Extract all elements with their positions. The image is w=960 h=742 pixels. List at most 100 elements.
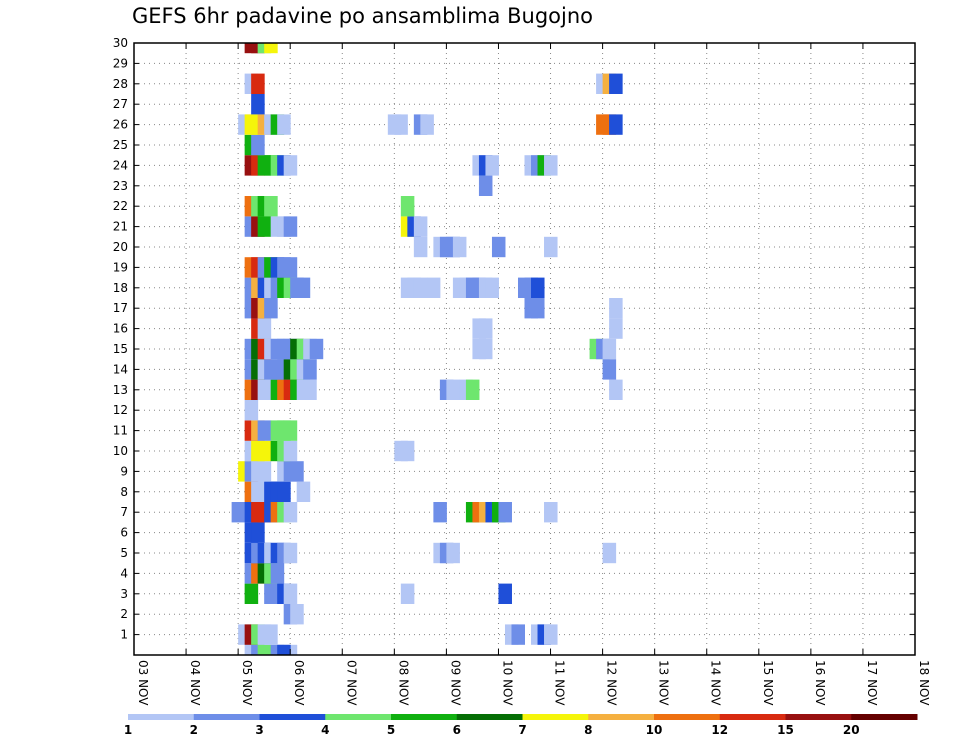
- y-tick-label: 15: [113, 342, 128, 356]
- heatmap-cell: [446, 379, 460, 400]
- heatmap-cell: [251, 522, 265, 543]
- x-tick-label: 16 NOV: [813, 660, 827, 706]
- heatmap-cell: [491, 236, 506, 258]
- heatmap-cell: [602, 542, 617, 564]
- heatmap-cell: [283, 502, 298, 523]
- heatmap-cell: [498, 502, 512, 523]
- heatmap-cell: [609, 114, 623, 135]
- heatmap-cell: [277, 114, 291, 135]
- heatmap-cell: [413, 277, 428, 298]
- y-tick-label: 17: [113, 301, 128, 315]
- y-tick-label: 4: [120, 566, 128, 580]
- heatmap-cell: [446, 542, 460, 564]
- heatmap-cell: [264, 298, 278, 319]
- heatmap-cell: [602, 338, 617, 360]
- colorbar-label: 8: [584, 723, 592, 737]
- colorbar-label: 4: [321, 723, 329, 737]
- heatmap-cell: [478, 318, 493, 339]
- heatmap-cell: [413, 236, 428, 258]
- y-tick-label: 27: [113, 97, 128, 111]
- x-tick-label: 10 NOV: [500, 660, 514, 706]
- heatmap-cell: [544, 155, 558, 176]
- heatmap-cell: [257, 644, 272, 655]
- heatmap-cell: [303, 379, 317, 400]
- colorbar-swatch: [851, 714, 918, 720]
- x-tick-label: 04 NOV: [188, 660, 202, 706]
- y-tick-label: 16: [113, 322, 128, 336]
- x-tick-label: 06 NOV: [292, 660, 306, 706]
- y-tick-label: 8: [120, 485, 128, 499]
- heatmap-cell: [309, 338, 324, 360]
- colorbar-swatch: [193, 714, 260, 720]
- colorbar-label: 10: [646, 723, 663, 737]
- chart-title: GEFS 6hr padavine po ansamblima Bugojno: [132, 4, 593, 28]
- heatmap-cell: [609, 73, 623, 94]
- heatmap-cell: [283, 440, 298, 462]
- heatmap-cell: [511, 624, 525, 645]
- x-tick-label: 14 NOV: [709, 660, 723, 706]
- y-tick-label: 26: [113, 118, 128, 132]
- colorbar-label: 3: [255, 723, 263, 737]
- x-tick-label: 17 NOV: [865, 660, 879, 706]
- heatmap-cell: [465, 379, 480, 400]
- heatmap-cell: [257, 440, 272, 462]
- colorbar-label: 15: [777, 723, 794, 737]
- heatmap-cell: [270, 563, 285, 584]
- y-tick-label: 7: [120, 505, 128, 519]
- y-axis: 1234567891011121314151617181920212223242…: [113, 36, 915, 642]
- y-tick-label: 9: [120, 464, 128, 478]
- y-tick-label: 19: [113, 260, 128, 274]
- y-tick-label: 2: [120, 607, 128, 621]
- heatmap-cell: [283, 216, 298, 237]
- heatmap-cell: [544, 502, 558, 523]
- colorbar-swatch: [128, 714, 195, 720]
- y-tick-label: 21: [113, 220, 128, 234]
- colorbar-swatch: [456, 714, 523, 720]
- heatmap-cell: [531, 277, 545, 298]
- colorbar: 1 2 3 4 5 6 7 8 10 12 15 20: [124, 714, 918, 737]
- colorbar-label: 1: [124, 723, 132, 737]
- heatmap-cell: [251, 73, 265, 94]
- heatmap-cell: [609, 298, 623, 319]
- y-tick-label: 3: [120, 587, 128, 601]
- heatmap-cell: [413, 216, 428, 237]
- heatmap-cell: [283, 155, 298, 176]
- x-tick-label: 07 NOV: [344, 660, 358, 706]
- x-tick-label: 09 NOV: [448, 660, 462, 706]
- y-tick-label: 18: [113, 281, 128, 295]
- heatmap-cell: [251, 94, 265, 115]
- x-tick-label: 11 NOV: [553, 660, 567, 706]
- y-tick-label: 30: [113, 36, 128, 50]
- heatmap-cell: [452, 236, 467, 258]
- colorbar-swatch: [259, 714, 326, 720]
- heatmap-cell: [498, 583, 512, 604]
- heatmap-cell: [426, 277, 441, 298]
- heatmap-cell: [251, 134, 265, 156]
- heatmap-cell: [277, 481, 291, 502]
- heatmap-cell: [433, 502, 447, 523]
- heatmap-cell: [283, 257, 298, 278]
- heatmap-cell: [478, 175, 493, 196]
- colorbar-label: 20: [843, 723, 860, 737]
- heatmap-cell: [478, 338, 493, 360]
- y-tick-label: 1: [120, 628, 128, 642]
- heatmap-cell: [296, 277, 311, 298]
- heatmap-cell: [609, 318, 623, 339]
- colorbar-label: 6: [453, 723, 461, 737]
- heatmap-cell: [400, 440, 415, 462]
- heatmap-cell: [283, 420, 298, 441]
- heatmap-cell: [283, 583, 298, 604]
- heatmap-cell: [264, 196, 278, 217]
- heatmap-cell: [290, 461, 304, 482]
- colorbar-label: 2: [190, 723, 198, 737]
- heatmap-cells: [231, 43, 623, 655]
- heatmap-cell: [264, 624, 278, 645]
- heatmap-cell: [420, 114, 434, 135]
- heatmap-cell: [609, 379, 623, 400]
- x-tick-label: 13 NOV: [657, 660, 671, 706]
- heatmap-cell: [531, 298, 545, 319]
- heatmap-cell: [244, 583, 259, 604]
- y-tick-label: 20: [113, 240, 128, 254]
- heatmap-cell: [257, 461, 272, 482]
